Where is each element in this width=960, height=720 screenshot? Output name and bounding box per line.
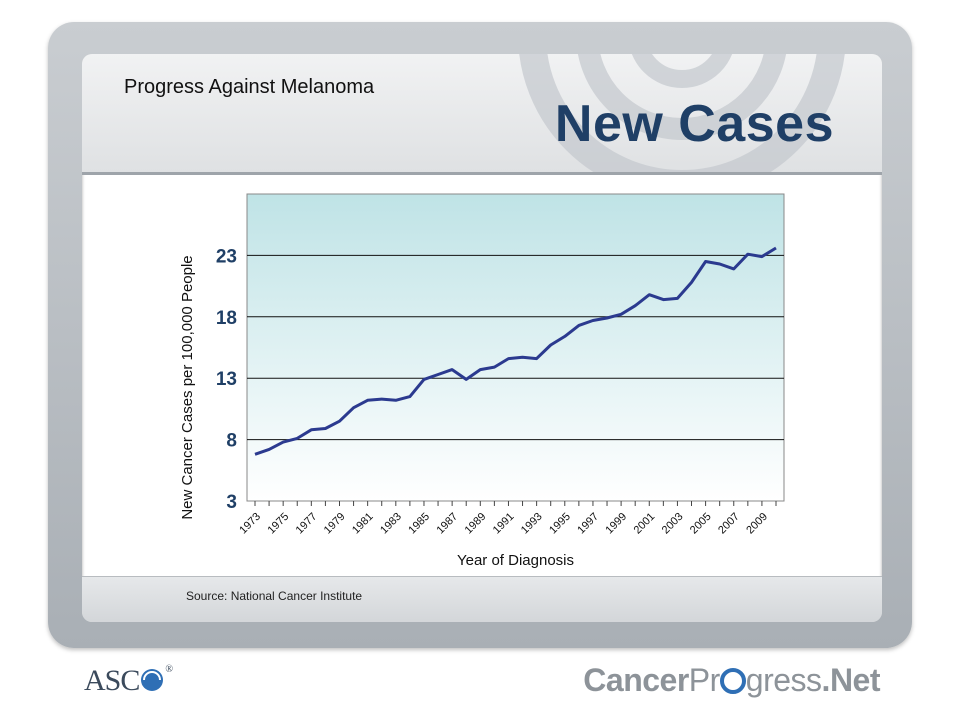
x-tick-label: 1983 (378, 511, 404, 537)
header-band: Progress Against Melanoma New Cases (82, 54, 882, 175)
y-axis-label: New Cancer Cases per 100,000 People (179, 255, 196, 519)
asco-globe-icon (141, 669, 164, 691)
x-tick-label: 1985 (406, 511, 432, 537)
x-axis-label: Year of Diagnosis (457, 552, 574, 569)
x-tick-label: 1977 (294, 511, 320, 537)
x-tick-label: 1989 (463, 511, 489, 537)
y-tick-label: 3 (226, 492, 237, 513)
header-swirl-decoration (519, 54, 845, 172)
slide-kicker: Progress Against Melanoma (124, 76, 375, 98)
cp-globe-icon (719, 668, 746, 694)
x-tick-label: 2007 (716, 511, 742, 537)
cp-logo-right: .Net (821, 662, 881, 698)
y-tick-label: 18 (216, 308, 237, 329)
x-tick-label: 1975 (265, 511, 291, 537)
asco-logo-text: ASC (84, 664, 140, 697)
y-tick-label: 23 (216, 246, 237, 267)
x-tick-label: 2005 (688, 511, 714, 537)
x-tick-label: 1979 (322, 511, 348, 537)
x-tick-label: 1987 (434, 511, 460, 537)
x-tick-label: 2001 (632, 511, 658, 537)
plot-area (246, 193, 785, 502)
x-tick-label: 1995 (547, 511, 573, 537)
slide-title: New Cases (554, 95, 834, 153)
x-tick-label: 1993 (519, 511, 545, 537)
source-note: Source: National Cancer Institute (186, 589, 363, 603)
x-tick-label: 1981 (350, 511, 376, 537)
cp-logo-left: Cancer (583, 662, 689, 698)
cancerprogress-logo: CancerPr gress.Net (583, 662, 880, 699)
x-tick-label: 2009 (744, 511, 770, 537)
x-tick-label: 1973 (237, 511, 263, 537)
x-tick-label: 1999 (603, 511, 629, 537)
x-tick-label: 2003 (660, 511, 686, 537)
cp-logo-mid2: gress (745, 662, 822, 698)
asco-logo: ASC ® (84, 664, 173, 704)
footer-band: Source: National Cancer Institute (82, 576, 882, 622)
y-tick-label: 13 (216, 369, 237, 390)
series-line-melanoma (254, 246, 777, 456)
cp-logo-mid1: Pr (688, 662, 721, 698)
y-tick-label: 8 (226, 431, 237, 452)
x-tick-label: 1991 (491, 511, 517, 537)
asco-registered-mark: ® (165, 664, 173, 675)
x-tick-label: 1997 (575, 511, 601, 537)
